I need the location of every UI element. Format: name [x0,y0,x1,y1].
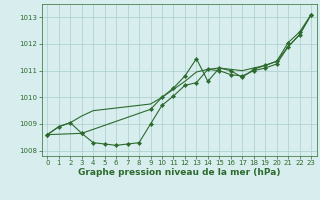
X-axis label: Graphe pression niveau de la mer (hPa): Graphe pression niveau de la mer (hPa) [78,168,280,177]
